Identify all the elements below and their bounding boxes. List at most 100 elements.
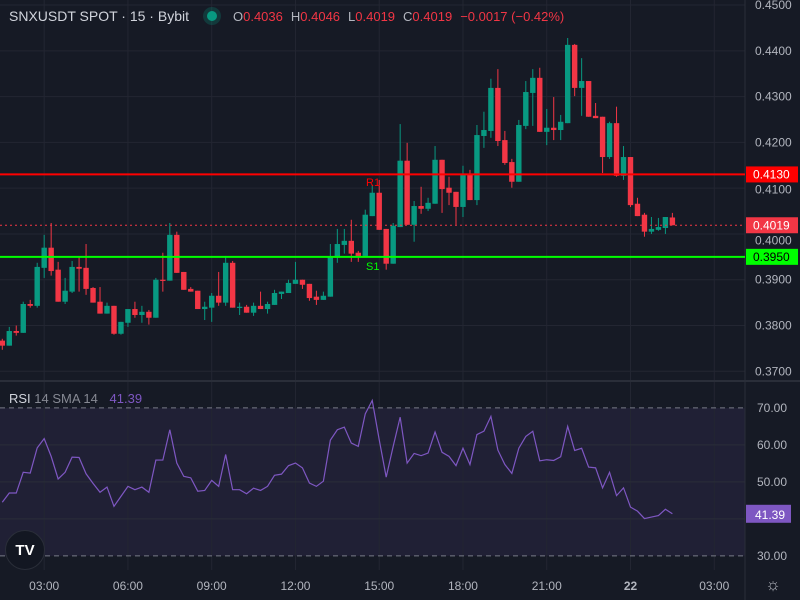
symbol-title[interactable]: SNXUSDT SPOT · 15 · Bybit [9,8,189,24]
candle-body [655,227,662,230]
candle-body [69,266,75,292]
candle-body [641,214,648,232]
last-price-tag: 0.4019 [753,218,790,232]
symbol-legend: SNXUSDT SPOT · 15 · Bybit O 0.4036 H 0.404… [9,8,572,24]
s1-price-tag: 0.3950 [753,250,790,264]
candle-body [195,290,201,310]
time-tick-label: 21:00 [532,579,562,593]
candle-body [571,44,578,88]
candle-body [516,124,522,182]
low-value: 0.4019 [355,8,396,24]
candle-body [383,228,389,264]
time-tick-label: 12:00 [280,579,310,593]
time-tick-label: 18:00 [448,579,478,593]
candle-body [432,159,438,204]
rsi-name: RSI [9,391,31,406]
candle-body [104,305,110,314]
candle-body [278,291,285,294]
candle-body [285,282,292,294]
time-tick-label: 22 [624,579,638,593]
candle-body [495,87,501,142]
s1-label: S1 [366,260,380,273]
candle-body [27,304,33,306]
candle-body [55,269,61,302]
rsi-tick-label: 60.00 [757,438,787,452]
candle-body [327,256,334,297]
candle-body [202,306,208,310]
candle-body [264,304,271,310]
candle-body [376,192,382,230]
rsi-value-tag-bg [746,504,791,523]
candle-body [125,309,131,323]
candle-body [6,331,12,346]
candle-body [509,162,515,182]
candle-body [634,203,641,217]
candle-body [160,279,166,281]
price-tick-label: 0.3900 [755,273,792,287]
candle-body [404,160,410,225]
candle-body [13,331,19,333]
rsi-tick-label: 70.00 [757,401,787,415]
candle-body [446,187,452,193]
price-tick-label: 0.4500 [755,0,792,12]
price-tick-label: 0.3700 [755,364,792,378]
rsi-tick-label: 30.00 [757,549,787,563]
candle-body [474,135,480,201]
time-tick-label: 09:00 [197,579,227,593]
candle-body [257,305,264,310]
low-label: L [348,8,356,24]
candle-body [48,247,54,272]
price-tick-label: 0.4400 [755,44,792,58]
price-tick-label: 0.4300 [755,90,792,104]
candle-body [662,217,669,228]
price-tick-label: 0.4200 [755,135,792,149]
price-tick-label: 0.4100 [755,182,792,196]
candle-body [146,311,152,318]
high-value: 0.4046 [300,8,341,24]
candle-body [97,301,103,314]
candle-body [355,252,361,256]
rsi-legend[interactable]: RSI 14 SMA 14 41.39 [9,391,142,406]
candle-body [320,295,327,300]
candle-body [222,262,229,303]
candle-body [348,240,354,254]
candle-body [118,321,124,334]
change-value: −0.0017 (−0.42%) [460,8,565,24]
candle-body [488,87,494,131]
candle-body [627,157,634,206]
candle-body [306,283,313,299]
rsi-value: 41.39 [109,391,143,406]
candle-body [188,288,194,292]
candle-body [669,217,676,226]
rsi-line [1,398,673,520]
high-label: H [290,8,301,24]
r1-price-tag-bg [746,166,798,183]
time-tick-label: 15:00 [364,579,394,593]
candle-body [453,191,459,207]
candle-body [62,290,68,302]
time-tick-label: 03:00 [699,579,729,593]
candle-body [390,225,396,264]
candle-body [236,306,243,308]
candle-body [362,214,368,256]
candle-body [564,44,571,124]
candle-body [132,309,138,315]
settings-sun-icon[interactable]: ☼ [765,575,781,594]
r1-label: R1 [366,177,381,190]
candle-body [341,240,348,245]
candle-body [558,121,564,131]
candle-body [139,311,145,315]
candle-body [299,279,306,285]
candle-body [551,127,557,131]
candle-body [250,305,257,313]
close-value: 0.4019 [412,8,453,24]
candle-body [174,234,180,273]
candle-body [313,296,320,300]
candle-body [229,262,236,308]
candle-body [502,140,508,163]
tradingview-logo-icon[interactable]: TV [5,530,45,570]
s1-price-tag-bg [746,248,798,265]
candle-body [460,174,466,207]
candle-body [76,266,82,269]
